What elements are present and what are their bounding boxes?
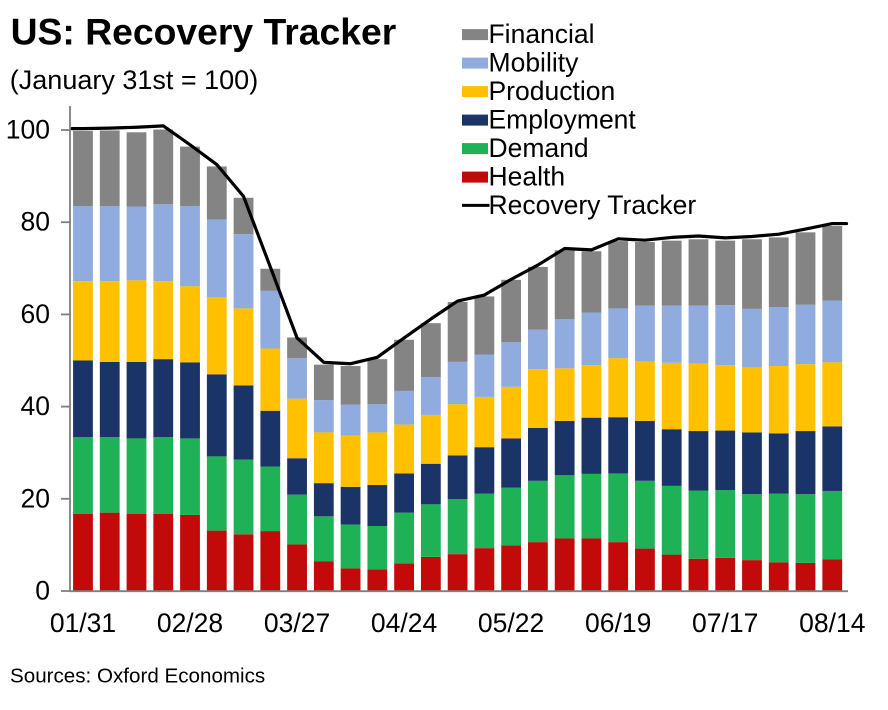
svg-text:07/17: 07/17 [692, 608, 758, 638]
svg-text:(January 31st = 100): (January 31st = 100) [10, 65, 258, 95]
svg-text:Sources: Oxford Economics: Sources: Oxford Economics [10, 665, 265, 688]
svg-text:100: 100 [6, 115, 50, 145]
svg-text:01/31: 01/31 [50, 608, 116, 638]
svg-text:20: 20 [21, 483, 50, 513]
svg-text:Health: Health [489, 161, 566, 191]
svg-text:Employment: Employment [489, 104, 637, 134]
svg-text:04/24: 04/24 [371, 608, 437, 638]
svg-text:Production: Production [489, 76, 616, 106]
svg-text:Mobility: Mobility [489, 47, 580, 77]
svg-text:US: Recovery Tracker: US: Recovery Tracker [11, 10, 397, 52]
svg-text:02/28: 02/28 [157, 608, 223, 638]
svg-text:08/14: 08/14 [799, 608, 865, 638]
svg-text:60: 60 [21, 299, 50, 329]
svg-text:80: 80 [21, 207, 50, 237]
svg-text:06/19: 06/19 [585, 608, 651, 638]
svg-text:Financial: Financial [489, 19, 595, 49]
svg-text:03/27: 03/27 [264, 608, 330, 638]
svg-text:0: 0 [35, 576, 50, 606]
svg-text:Recovery Tracker: Recovery Tracker [489, 190, 697, 220]
svg-text:05/22: 05/22 [478, 608, 544, 638]
svg-text:Demand: Demand [489, 133, 589, 163]
svg-text:40: 40 [21, 391, 50, 421]
